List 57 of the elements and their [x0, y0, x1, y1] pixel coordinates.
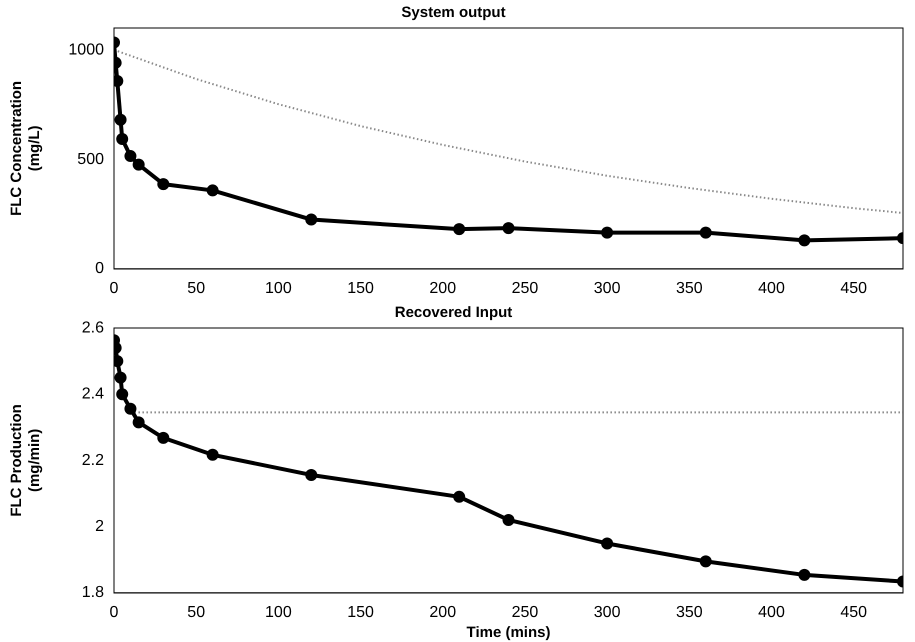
point — [124, 150, 136, 162]
x-tick-label: 200 — [429, 604, 456, 621]
y-tick-label: 2.2 — [82, 452, 104, 469]
x-tick-label: 400 — [758, 604, 785, 621]
x-tick-label: 250 — [512, 280, 538, 297]
x-axis-title: Time (mins) — [466, 624, 550, 642]
point — [453, 223, 466, 236]
x-tick-label: 100 — [265, 604, 292, 621]
point — [502, 514, 514, 526]
x-tick-label: 400 — [758, 280, 785, 297]
y-tick-label: 0 — [95, 260, 104, 278]
point — [453, 490, 466, 503]
x-tick-label: 200 — [429, 280, 456, 297]
point — [700, 555, 712, 568]
x-tick-label: 300 — [594, 604, 621, 621]
point — [798, 234, 810, 246]
chart-title: Recovered Input — [394, 304, 512, 322]
x-tick-label: 300 — [594, 280, 621, 297]
x-tick-label: 50 — [187, 280, 206, 297]
x-tick-label: 450 — [840, 280, 868, 297]
x-tick-label: 100 — [265, 280, 292, 297]
point — [601, 226, 614, 239]
y-tick-label: 2.6 — [82, 319, 104, 336]
y-tick-label: 500 — [77, 150, 104, 168]
point — [305, 214, 318, 226]
chart-title: System output — [401, 4, 506, 22]
y-axis-title: FLC Production (mg/min) — [8, 404, 44, 517]
y-tick-label: 2 — [95, 518, 104, 536]
point — [132, 416, 145, 428]
point — [114, 372, 127, 384]
point — [601, 537, 614, 550]
x-tick-label: 50 — [187, 604, 206, 621]
x-tick-label: 0 — [110, 604, 119, 621]
point — [502, 222, 514, 234]
point — [124, 402, 136, 415]
x-tick-label: 0 — [110, 280, 119, 297]
point — [305, 468, 318, 481]
x-tick-label: 350 — [676, 604, 703, 621]
y-tick-label: 1000 — [68, 41, 104, 58]
point — [116, 388, 128, 400]
x-tick-label: 150 — [347, 280, 374, 297]
point — [157, 432, 170, 444]
x-tick-label: 150 — [347, 604, 374, 621]
y-tick-label: 2.4 — [82, 386, 104, 403]
x-tick-label: 350 — [676, 280, 703, 297]
point — [132, 158, 145, 171]
point — [114, 114, 127, 126]
x-tick-label: 450 — [840, 604, 868, 621]
y-tick-label: 1.8 — [82, 584, 104, 602]
point — [206, 448, 219, 461]
point — [700, 226, 712, 239]
x-tick-label: 250 — [512, 604, 538, 621]
point — [798, 568, 810, 581]
y-axis-title: FLC Concentration (mg/L) — [8, 80, 44, 216]
point — [116, 132, 128, 145]
point — [206, 184, 219, 196]
point — [157, 178, 170, 190]
